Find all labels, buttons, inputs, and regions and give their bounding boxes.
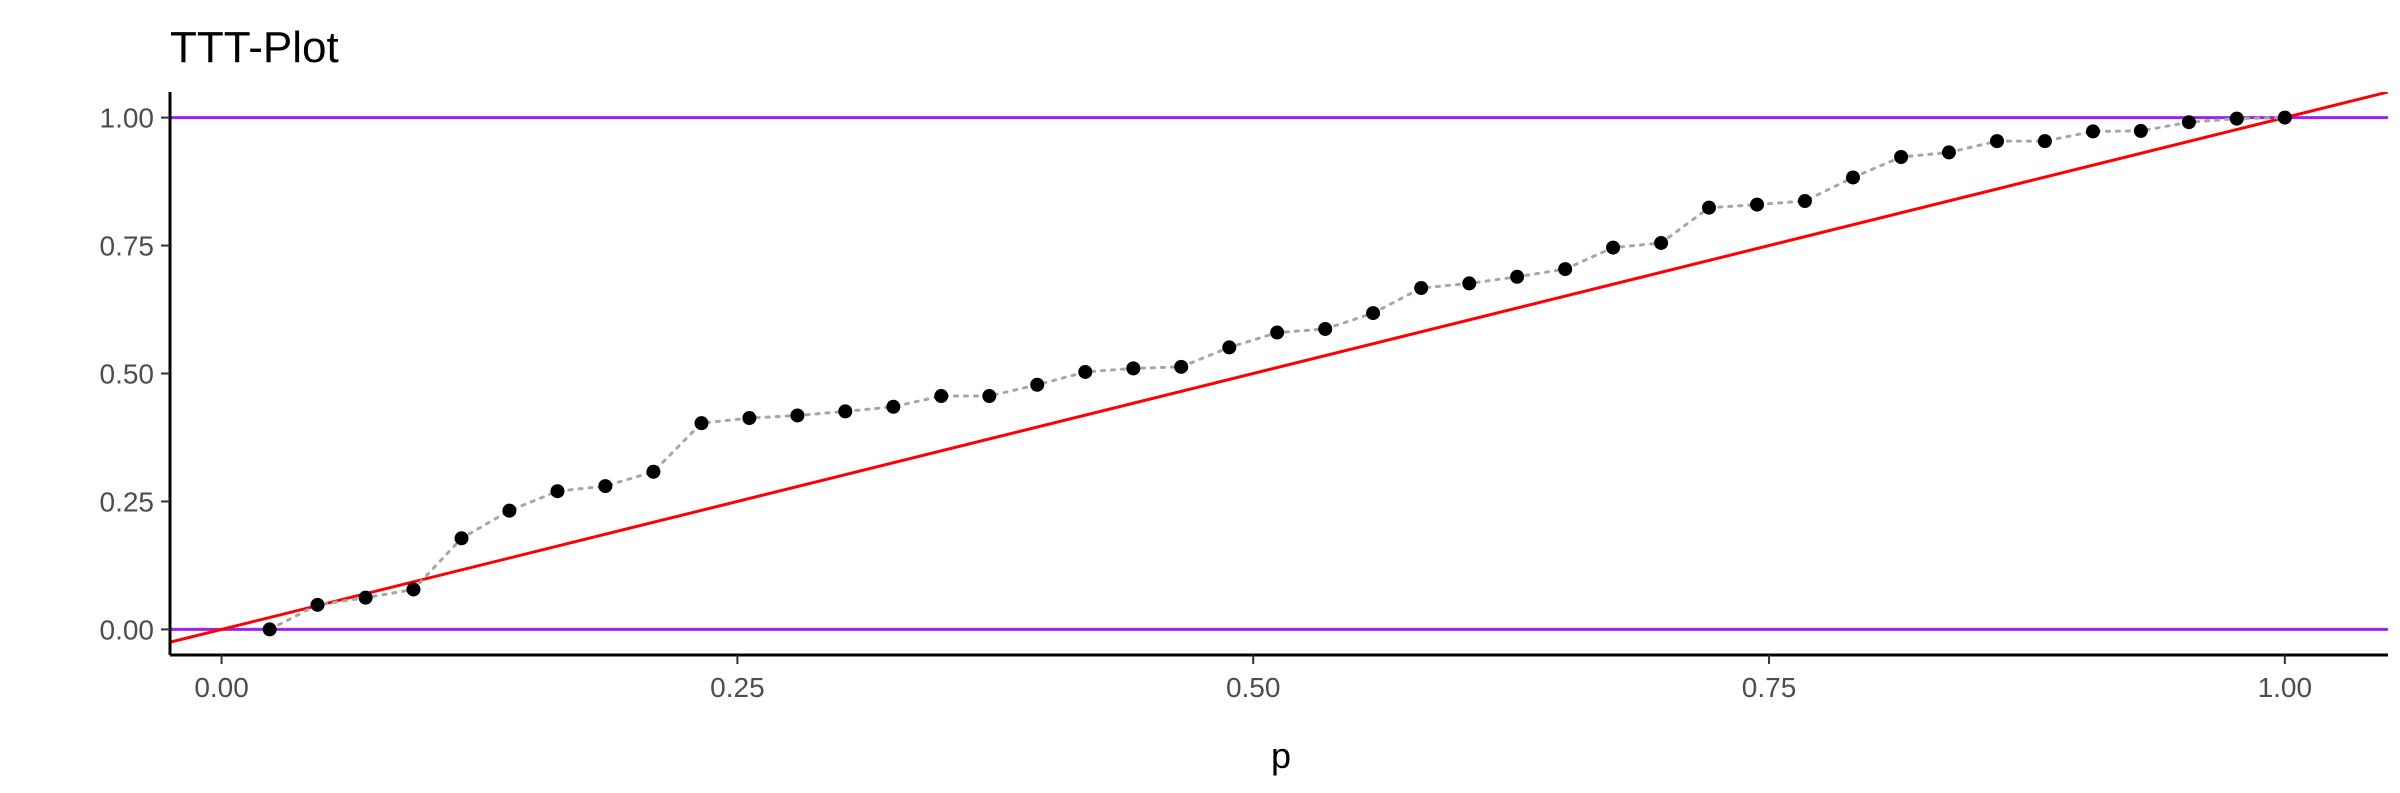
data-point [646, 464, 661, 479]
data-point [2085, 124, 2100, 139]
data-point [1318, 321, 1333, 336]
data-point [1845, 170, 1860, 185]
data-point [886, 399, 901, 414]
data-point [742, 411, 757, 426]
chart-title: TTT-Plot [170, 23, 339, 72]
data-point [1222, 340, 1237, 355]
data-point [1270, 325, 1285, 340]
data-point [2181, 115, 2196, 130]
data-point [262, 622, 277, 637]
data-point [358, 590, 373, 605]
y-tick-label: 0.50 [100, 359, 155, 390]
data-point [1030, 377, 1045, 392]
data-point [1941, 145, 1956, 160]
data-point [1366, 306, 1381, 321]
data-point [598, 479, 613, 494]
data-point [790, 408, 805, 423]
data-point [310, 597, 325, 612]
data-point [1606, 240, 1621, 255]
data-point [2133, 123, 2148, 138]
x-tick-label: 0.00 [194, 672, 249, 703]
panel-content [170, 92, 2388, 644]
data-point [1990, 134, 2005, 149]
data-point [2037, 134, 2052, 149]
y-tick-label: 0.75 [100, 231, 155, 262]
data-point [1126, 361, 1141, 376]
plot-area [170, 92, 2388, 644]
x-tick-label: 1.00 [2258, 672, 2313, 703]
data-point [1174, 359, 1189, 374]
data-point [1701, 200, 1716, 215]
data-point [1558, 262, 1573, 277]
x-tick-label: 0.25 [710, 672, 765, 703]
axes: 0.00 0.25 0.50 0.75 1.00 0.00 0.25 0.50 0.75 1.00 [100, 92, 2388, 703]
data-point [1414, 281, 1429, 296]
data-point [1750, 197, 1765, 212]
data-point [1797, 194, 1812, 209]
data-point [1078, 364, 1093, 379]
data-point [1894, 150, 1909, 165]
x-tick-label: 0.50 [1226, 672, 1281, 703]
data-point [550, 484, 565, 499]
data-point [2229, 111, 2244, 126]
data-point [694, 416, 709, 431]
diagonal-reference-line [170, 92, 2388, 644]
ttt-connector-line [268, 116, 2287, 631]
data-point [502, 503, 517, 518]
x-tick-label: 0.75 [1742, 672, 1797, 703]
data-point [1462, 276, 1477, 291]
y-tick-label: 0.00 [100, 614, 155, 645]
data-point [982, 389, 997, 404]
data-point [2277, 110, 2292, 125]
data-point [1654, 235, 1669, 250]
data-point [934, 389, 949, 404]
x-axis-title: p [1271, 735, 1291, 776]
data-point [1510, 269, 1525, 284]
y-tick-label: 0.25 [100, 486, 155, 517]
data-point [406, 582, 421, 597]
y-tick-label: 1.00 [100, 103, 155, 134]
data-point [838, 404, 853, 419]
data-point [454, 531, 469, 546]
